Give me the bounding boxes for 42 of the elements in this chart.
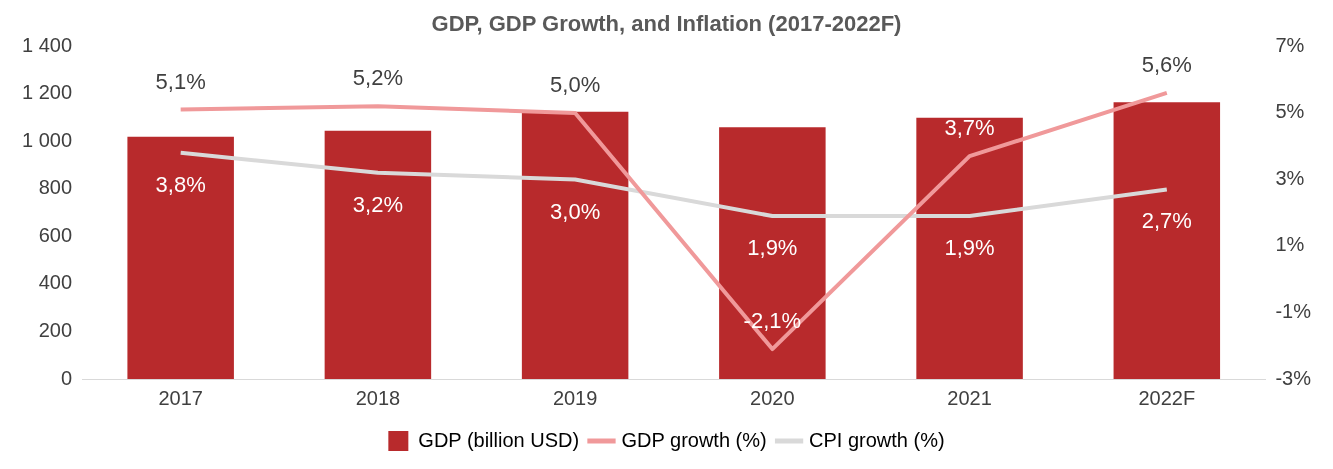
data-label: 5,6% [1141, 52, 1192, 78]
bar [1113, 102, 1221, 379]
x-tick-label: 2022F [1138, 386, 1196, 409]
y-tick-label: 1 200 [21, 81, 73, 104]
data-label: 3,0% [550, 198, 601, 224]
y-tick-label: 400 [38, 271, 73, 294]
y-tick-label: 1 000 [21, 128, 73, 151]
data-label: 2,7% [1141, 208, 1192, 234]
y-tick-label: 0 [60, 366, 73, 389]
bar [127, 136, 234, 379]
y-tick-label: 800 [38, 176, 73, 199]
y2-tick-label: 3% [1275, 166, 1305, 189]
x-tick-label: 2021 [947, 386, 992, 409]
y2-tick-label: 1% [1275, 233, 1305, 256]
x-tick-label: 2019 [552, 386, 598, 409]
data-label: -2,1% [743, 308, 802, 334]
y2-tick-label: 5% [1275, 100, 1305, 123]
y2-tick-label: -1% [1275, 300, 1312, 322]
bar [916, 117, 1023, 379]
legend-label: CPI growth (%) [809, 428, 945, 451]
x-tick-label: 2018 [355, 386, 401, 409]
data-label: 5,0% [550, 71, 601, 97]
y2-tick-label: 7% [1275, 33, 1305, 56]
data-label: 3,8% [155, 171, 206, 197]
data-label: 5,2% [352, 65, 403, 91]
y-tick-label: 600 [38, 223, 73, 246]
data-label: 1,9% [944, 235, 995, 261]
data-label: 1,9% [747, 235, 798, 261]
y-tick-label: 200 [38, 319, 73, 341]
y-tick-label: 1 400 [21, 33, 73, 56]
x-tick-label: 2020 [750, 386, 795, 409]
legend-label: GDP growth (%) [621, 428, 767, 451]
bar [521, 111, 629, 379]
bar [719, 127, 826, 379]
y2-tick-label: -3% [1275, 366, 1312, 389]
data-label: 3,2% [352, 191, 403, 217]
data-label: 3,7% [944, 115, 995, 141]
chart-title: GDP, GDP Growth, and Inflation (2017-2022F) [431, 11, 902, 37]
data-label: 5,1% [155, 68, 206, 94]
bar [324, 130, 432, 379]
legend-label: GDP (billion USD) [418, 428, 580, 451]
x-tick-label: 2017 [158, 386, 203, 409]
